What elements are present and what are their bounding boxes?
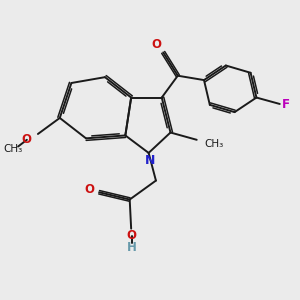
Text: O: O [84,183,94,196]
Text: N: N [145,154,155,167]
Text: CH₃: CH₃ [205,139,224,149]
Text: F: F [282,98,290,111]
Text: CH₃: CH₃ [4,143,23,154]
Text: O: O [22,133,32,146]
Text: O: O [127,230,137,242]
Text: O: O [152,38,162,51]
Text: H: H [127,241,137,254]
